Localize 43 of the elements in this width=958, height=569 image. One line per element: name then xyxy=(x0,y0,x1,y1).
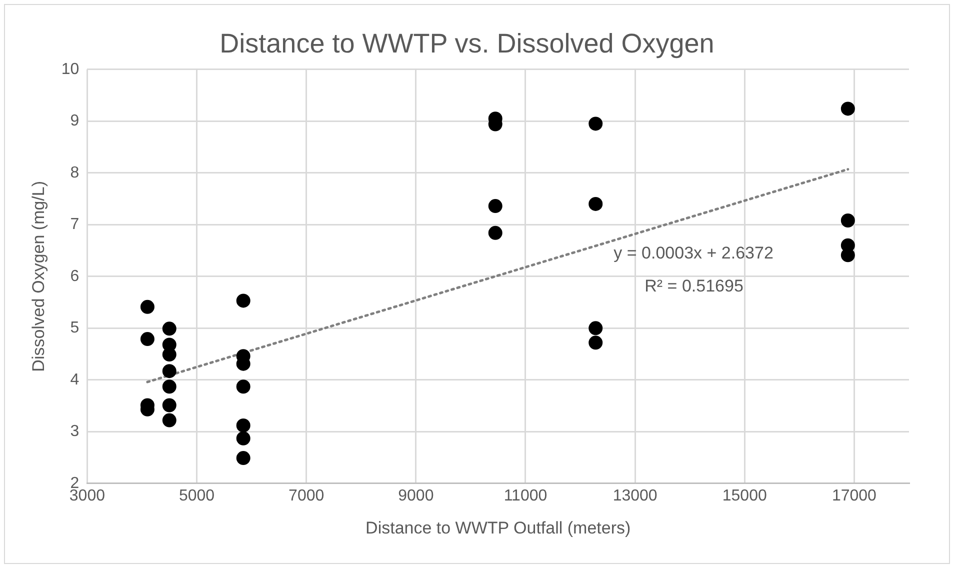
point xyxy=(236,418,250,432)
x-axis-title: Distance to WWTP Outfall (meters) xyxy=(366,518,631,538)
y-tick-label: 6 xyxy=(70,268,80,285)
chart-title: Distance to WWTP vs. Dissolved Oxygen xyxy=(220,28,714,59)
y-axis-title: Dissolved Oxygen (mg/L) xyxy=(28,180,48,372)
y-tick-label: 8 xyxy=(70,164,80,182)
x-tick-label: 11000 xyxy=(504,487,548,504)
point xyxy=(840,248,855,262)
y-tick-label: 7 xyxy=(70,216,80,234)
point xyxy=(236,451,250,466)
point xyxy=(588,321,603,336)
x-tick-label: 15000 xyxy=(722,487,767,504)
point xyxy=(488,199,502,214)
annotation: R² = 0.51695 xyxy=(644,276,744,296)
point xyxy=(588,116,603,131)
point xyxy=(488,226,502,240)
x-tick-label: 5000 xyxy=(178,487,215,504)
point xyxy=(140,332,154,346)
x-tick-label: 3000 xyxy=(69,487,106,504)
point xyxy=(588,336,603,350)
annotation: y = 0.0003x + 2.6372 xyxy=(614,243,774,262)
x-tick-label: 13000 xyxy=(612,487,658,504)
point xyxy=(162,348,176,362)
y-tick-label: 5 xyxy=(70,320,80,337)
point xyxy=(236,431,250,446)
x-tick-label: 9000 xyxy=(398,487,434,504)
point xyxy=(840,214,855,228)
point xyxy=(162,413,176,428)
y-tick-label: 9 xyxy=(70,112,80,130)
point xyxy=(140,300,154,314)
x-tick-label: 17000 xyxy=(832,487,877,504)
point xyxy=(236,380,250,394)
y-tick-label: 4 xyxy=(70,371,80,388)
point xyxy=(236,294,250,308)
y-tick-label: 3 xyxy=(70,423,80,440)
point xyxy=(588,196,603,211)
point xyxy=(840,102,855,116)
point xyxy=(162,322,176,336)
y-tick-label: 10 xyxy=(61,60,80,78)
point xyxy=(162,364,176,378)
point xyxy=(162,380,176,394)
point xyxy=(162,398,176,412)
x-tick-label: 7000 xyxy=(288,487,324,504)
